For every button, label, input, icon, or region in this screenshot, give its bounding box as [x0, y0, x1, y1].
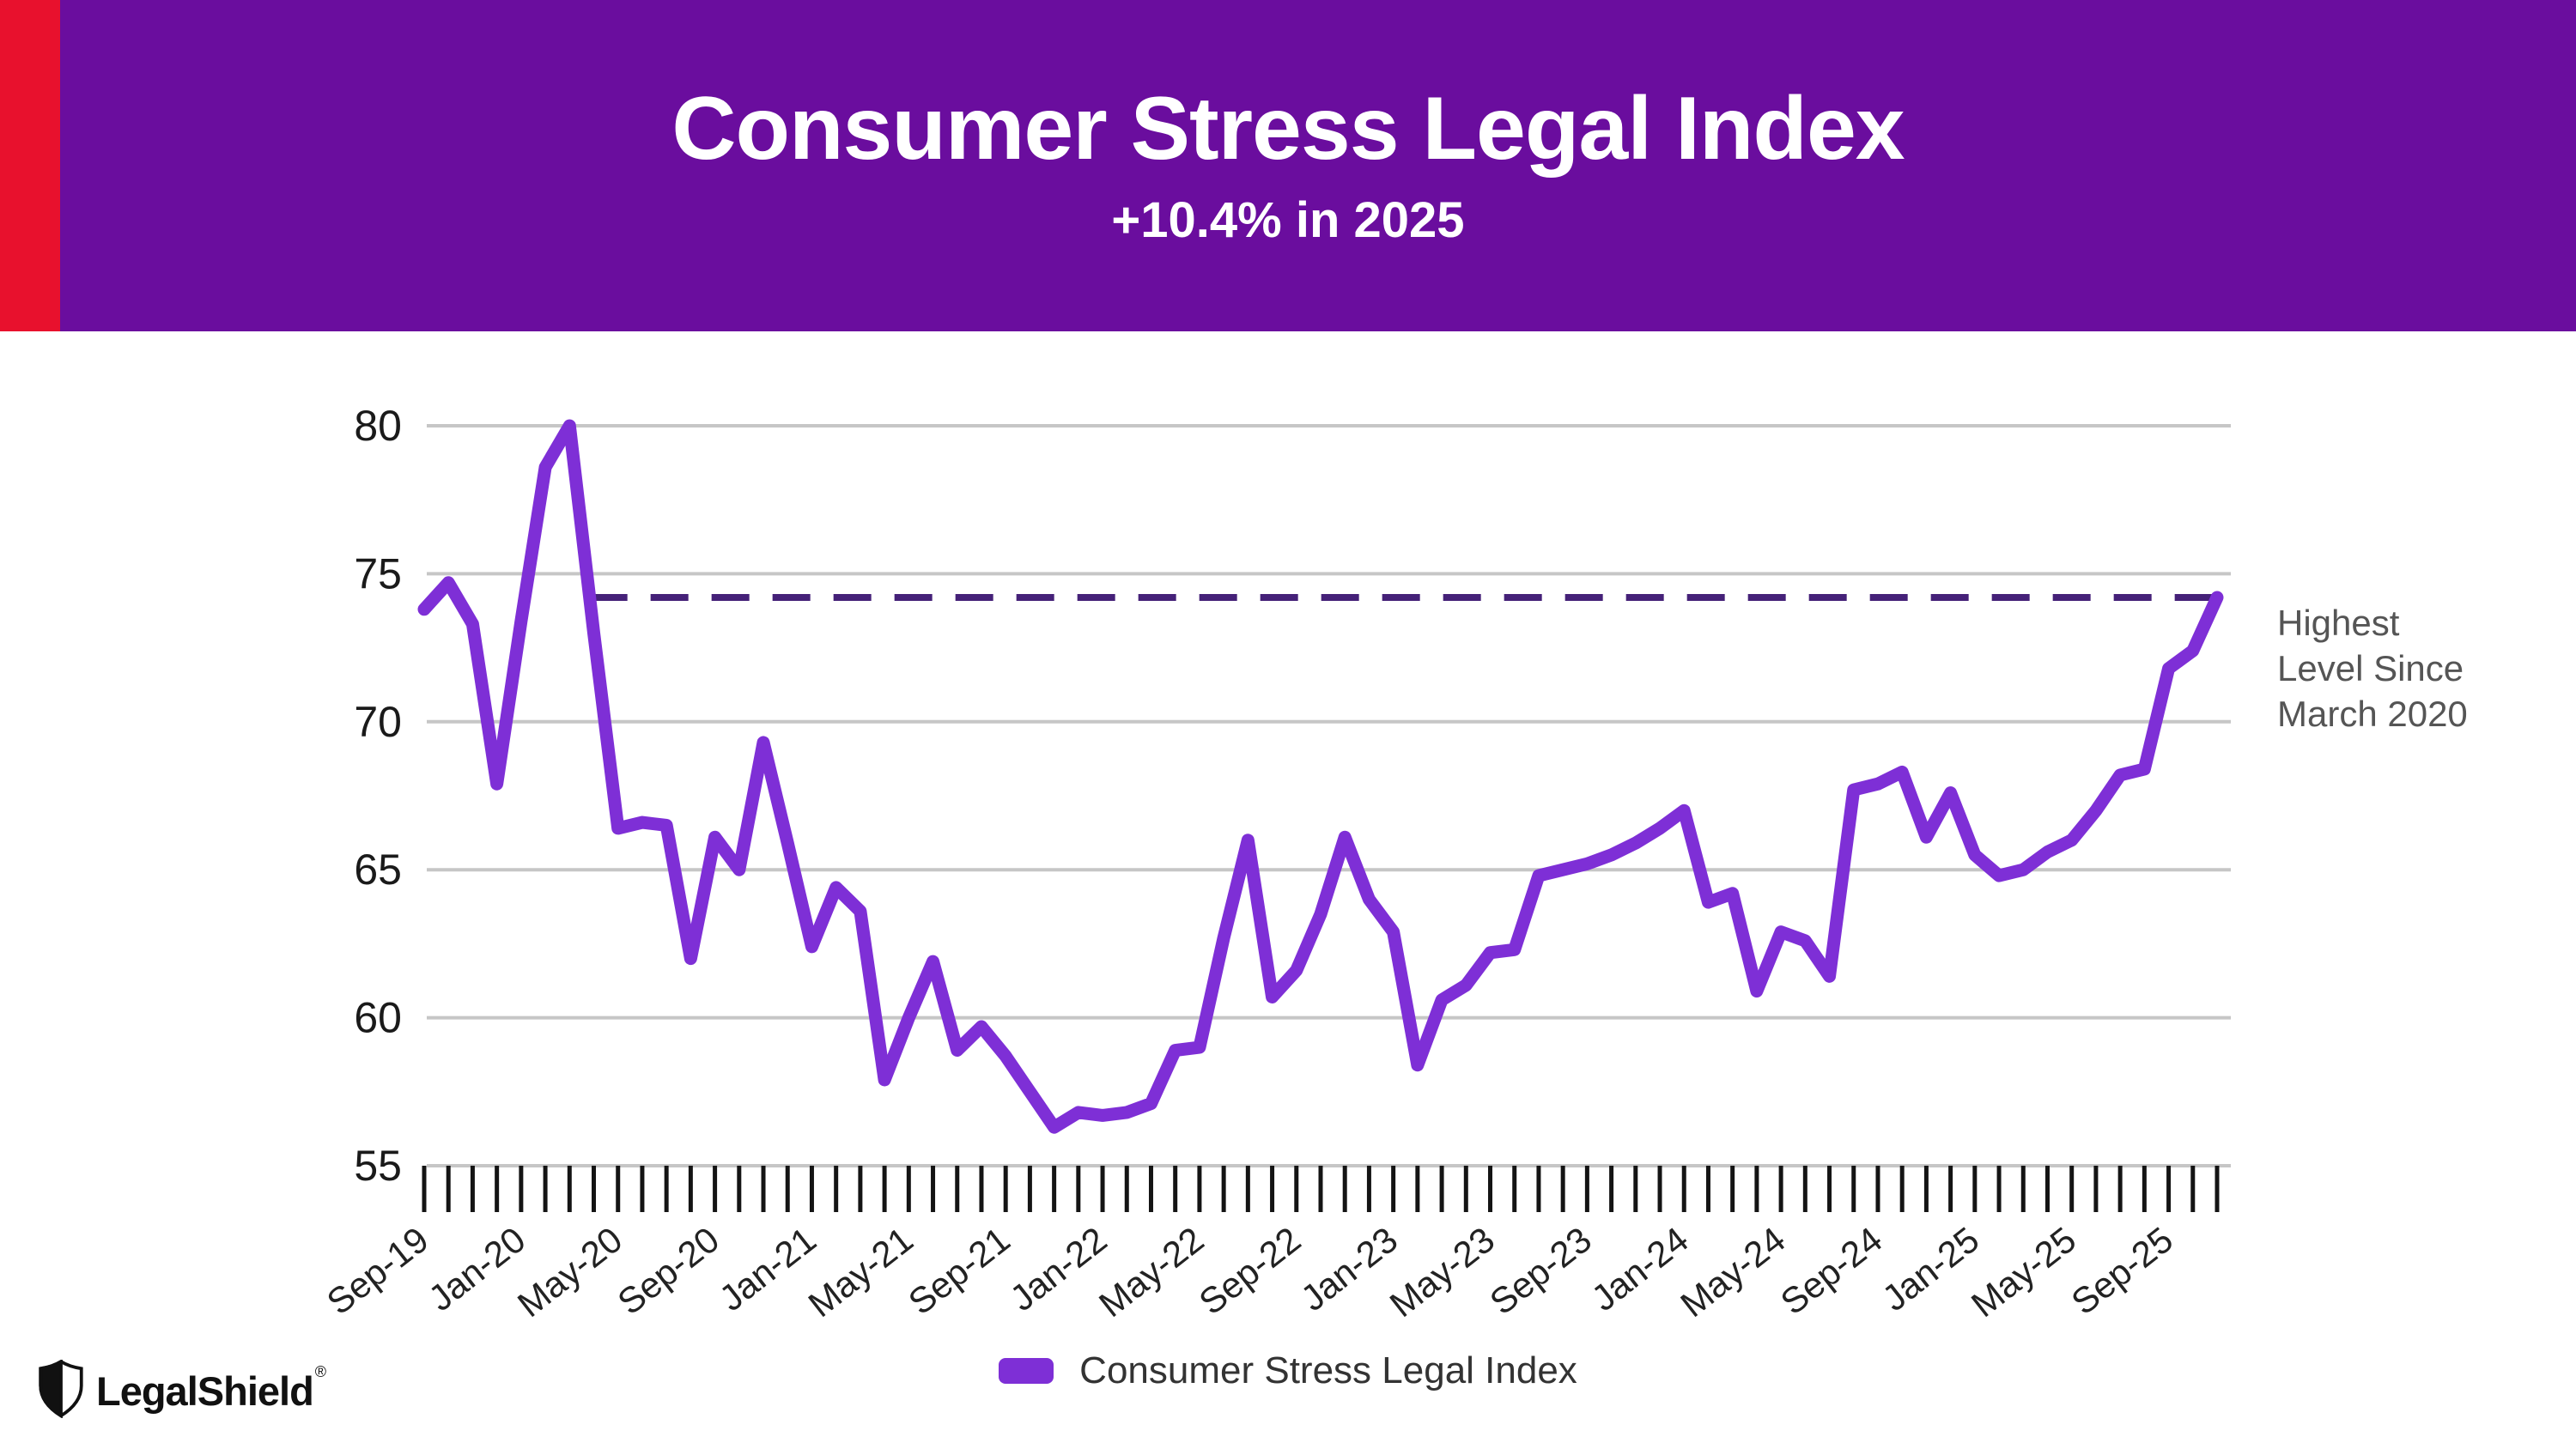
registered-trademark: ®	[314, 1363, 326, 1381]
shield-icon	[38, 1358, 84, 1422]
legend-label: Consumer Stress Legal Index	[1079, 1349, 1577, 1391]
x-axis-label-Sep-20: Sep-20	[610, 1219, 726, 1322]
x-axis-label-Sep-22: Sep-22	[1192, 1219, 1309, 1322]
legalshield-logo: LegalShield ®	[38, 1358, 326, 1422]
x-axis-label-May-20: May-20	[510, 1219, 629, 1325]
chart-area: 55 60 65 70 75 80 Sep-19 Jan-20 May-20 Sep-20 Jan-…	[0, 331, 2576, 1344]
chart-legend: Consumer Stress Legal Index	[0, 1349, 2576, 1392]
x-axis-label-May-23: May-23	[1382, 1219, 1502, 1325]
y-axis-label-55: 55	[354, 1142, 402, 1190]
header-banner: Consumer Stress Legal Index +10.4% in 20…	[0, 0, 2576, 331]
series-consumer-stress-legal-index	[417, 419, 2224, 1134]
page-subtitle: +10.4% in 2025	[1111, 192, 1465, 249]
y-axis-label-70: 70	[354, 698, 402, 746]
x-axis-label-May-24: May-24	[1673, 1219, 1792, 1325]
y-axis-label-75: 75	[354, 549, 402, 597]
x-axis-label-May-22: May-22	[1091, 1219, 1211, 1325]
x-axis-label-Jan-23: Jan-23	[1293, 1219, 1405, 1319]
x-axis-label-May-25: May-25	[1964, 1219, 2083, 1325]
legend-swatch	[999, 1358, 1054, 1384]
x-axis-label-Jan-22: Jan-22	[1002, 1219, 1114, 1319]
chart-annotation: Highest Level Since March 2020	[2277, 601, 2535, 737]
x-axis-label-Jan-24: Jan-24	[1584, 1219, 1696, 1319]
x-axis-label-Sep-19: Sep-19	[319, 1219, 436, 1322]
x-axis-label-Sep-23: Sep-23	[1482, 1219, 1599, 1322]
x-axis-label-Sep-21: Sep-21	[901, 1219, 1018, 1322]
line-chart: 556065707580Sep-19Jan-20May-20Sep-20Jan-…	[319, 402, 2231, 1325]
x-axis-label-Jan-20: Jan-20	[421, 1219, 532, 1319]
x-axis-label-Jan-25: Jan-25	[1874, 1219, 1986, 1319]
x-axis-label-Sep-25: Sep-25	[2063, 1219, 2180, 1322]
y-axis-label-80: 80	[354, 402, 402, 450]
annotation-line-2: Level Since	[2277, 647, 2464, 688]
annotation-line-1: Highest	[2277, 603, 2400, 643]
y-axis-label-60: 60	[354, 994, 402, 1042]
x-axis-label-Sep-24: Sep-24	[1773, 1219, 1890, 1322]
page-title: Consumer Stress Legal Index	[671, 78, 1905, 179]
brand-accent-bar	[0, 0, 60, 331]
brand-name: LegalShield ®	[96, 1363, 326, 1414]
y-axis-label-65: 65	[354, 846, 402, 894]
x-axis-label-Jan-21: Jan-21	[712, 1219, 823, 1319]
x-axis-label-May-21: May-21	[801, 1219, 920, 1325]
annotation-line-3: March 2020	[2277, 693, 2468, 734]
